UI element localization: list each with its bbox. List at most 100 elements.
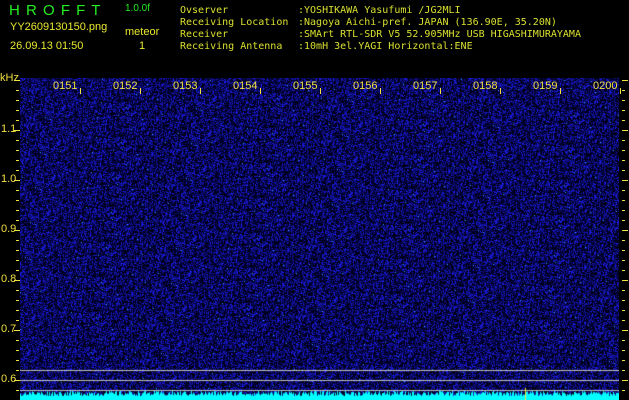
y-tick	[16, 140, 19, 141]
version: 1.0.0f	[125, 3, 151, 14]
time-label: 0151	[53, 80, 78, 92]
y-tick	[622, 210, 625, 211]
meteor-count: 1	[139, 40, 146, 52]
time-tick	[380, 88, 381, 94]
y-tick	[16, 160, 19, 161]
y-tick	[16, 370, 19, 371]
station-row: Receiving Location:Nagoya Aichi-pref. JA…	[180, 17, 557, 29]
time-label: 0156	[353, 80, 378, 92]
y-tick	[14, 180, 20, 181]
datetime: 26.09.13 01:50	[10, 40, 84, 52]
y-tick	[622, 290, 625, 291]
y-tick	[16, 190, 19, 191]
y-tick	[622, 300, 625, 301]
time-label: 0153	[173, 80, 198, 92]
station-row: Receiver :SMArt RTL-SDR V5 52.905MHz USB …	[180, 29, 581, 41]
station-label: Ovserver	[180, 5, 229, 16]
y-tick	[622, 330, 628, 331]
time-tick	[620, 88, 621, 94]
y-tick	[16, 100, 19, 101]
y-tick	[16, 110, 19, 111]
y-tick	[622, 250, 625, 251]
y-tick	[622, 390, 625, 391]
y-tick	[622, 160, 625, 161]
time-label: 0157	[413, 80, 438, 92]
y-tick	[16, 360, 19, 361]
y-tick	[622, 80, 628, 81]
y-tick	[16, 260, 19, 261]
station-info: Ovserver :YOSHIKAWA Yasufumi /JG2MLI Rece…	[180, 5, 629, 55]
station-value: :SMArt RTL-SDR V5 52.905MHz USB HIGASHIM…	[298, 29, 581, 40]
y-label: 0.6	[1, 373, 17, 385]
station-value: :10mH 3el.YAGI Horizontal:ENE	[298, 41, 473, 52]
y-tick	[14, 330, 20, 331]
y-tick	[622, 200, 625, 201]
y-tick	[16, 120, 19, 121]
y-label: 1.1	[1, 123, 17, 135]
time-label: 0200	[593, 80, 618, 92]
y-tick	[16, 150, 19, 151]
y-tick	[622, 150, 625, 151]
time-label: 0159	[533, 80, 558, 92]
y-tick	[16, 90, 19, 91]
time-label: 0154	[233, 80, 258, 92]
station-row: Receiving Antenna :10mH 3el.YAGI Horizont…	[180, 41, 473, 53]
y-tick	[622, 190, 625, 191]
y-tick	[622, 260, 625, 261]
y-tick	[14, 80, 20, 81]
y-tick	[622, 120, 625, 121]
y-tick	[622, 310, 625, 311]
y-label: 0.9	[1, 223, 17, 235]
y-tick	[622, 280, 628, 281]
y-tick	[16, 340, 19, 341]
filename: YY2609130150.png	[10, 21, 108, 33]
time-tick	[560, 88, 561, 94]
time-label: 0158	[473, 80, 498, 92]
y-tick	[622, 350, 625, 351]
y-tick	[622, 90, 625, 91]
time-tick	[440, 88, 441, 94]
y-tick	[622, 360, 625, 361]
time-tick	[80, 88, 81, 94]
y-tick	[16, 320, 19, 321]
y-tick	[16, 270, 19, 271]
meteor-label: meteor	[125, 26, 160, 38]
y-tick	[622, 110, 625, 111]
y-tick	[16, 250, 19, 251]
station-value: :YOSHIKAWA Yasufumi /JG2MLI	[298, 5, 461, 16]
y-tick	[16, 290, 19, 291]
y-tick	[16, 170, 19, 171]
time-tick	[200, 88, 201, 94]
y-tick	[622, 270, 625, 271]
y-tick	[16, 350, 19, 351]
y-tick	[16, 300, 19, 301]
time-label: 0152	[113, 80, 138, 92]
y-label: 0.8	[1, 273, 17, 285]
time-tick	[500, 88, 501, 94]
y-tick	[622, 230, 628, 231]
y-tick	[16, 390, 19, 391]
y-label: 0.7	[1, 323, 17, 335]
y-tick	[16, 200, 19, 201]
station-label: Receiver	[180, 29, 229, 40]
axis-unit: kHz	[0, 72, 19, 84]
y-tick	[622, 340, 625, 341]
y-tick	[14, 280, 20, 281]
y-tick	[14, 380, 20, 381]
y-tick	[622, 140, 625, 141]
y-tick	[622, 170, 625, 171]
y-tick	[622, 130, 628, 131]
y-tick	[622, 370, 625, 371]
app-title: H R O F F T	[9, 2, 102, 19]
station-value: :Nagoya Aichi-pref. JAPAN (136.90E, 35.2…	[298, 17, 557, 28]
y-label: 1.0	[1, 173, 17, 185]
time-tick	[260, 88, 261, 94]
y-tick	[16, 210, 19, 211]
time-tick	[320, 88, 321, 94]
y-tick	[14, 230, 20, 231]
station-label: Receiving Antenna	[180, 41, 283, 52]
time-label: 0155	[293, 80, 318, 92]
y-tick	[622, 320, 625, 321]
y-tick	[622, 240, 625, 241]
